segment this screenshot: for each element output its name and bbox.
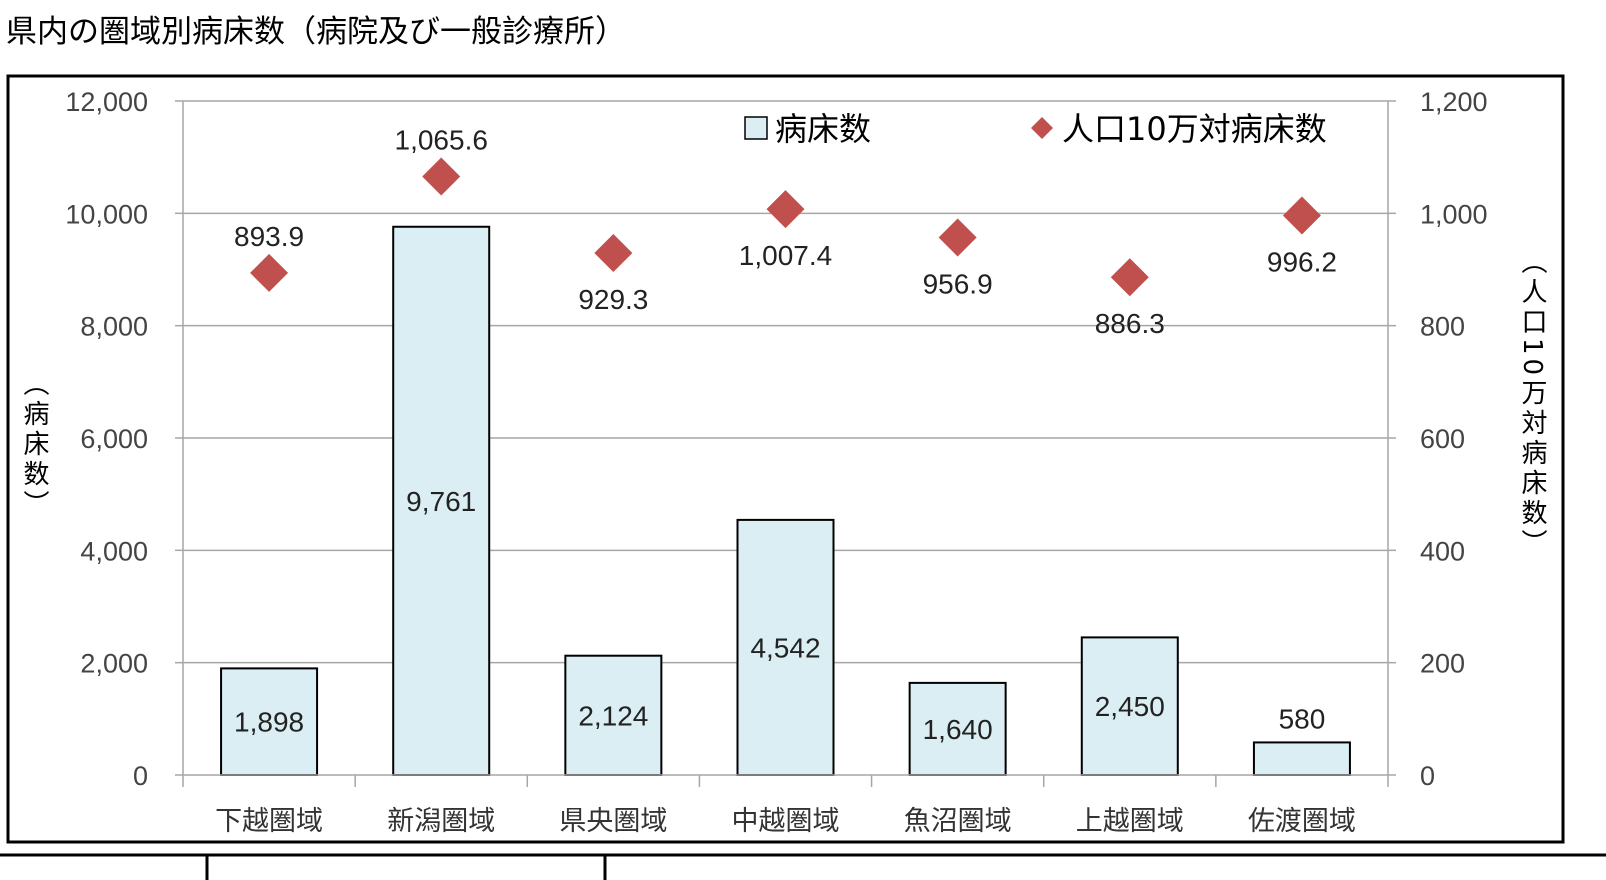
scatter-value-label: 1,007.4 — [739, 240, 832, 271]
chart-title: 県内の圏域別病床数（病院及び一般診療所） — [6, 14, 626, 50]
x-category-label: 新潟圏域 — [387, 806, 495, 837]
x-category-label: 県央圏域 — [559, 806, 667, 837]
y2-tick-label: 1,200 — [1420, 87, 1488, 117]
scatter-diamond-point — [1282, 196, 1321, 235]
scatter-diamond-point — [250, 253, 289, 292]
y2-tick-label: 800 — [1420, 312, 1465, 342]
y2-tick-label: 200 — [1420, 649, 1465, 679]
scatter-diamond-point — [766, 190, 805, 229]
y-tick-label: 6,000 — [80, 424, 148, 454]
y2-tick-label: 1,000 — [1420, 199, 1488, 229]
scatter-diamond-point — [1110, 258, 1149, 297]
scatter-diamond-point — [938, 218, 977, 257]
legend-diamond-icon — [1031, 117, 1053, 139]
legend-bar-swatch — [744, 116, 768, 140]
bar — [1080, 636, 1179, 776]
x-category-label: 魚沼圏域 — [904, 806, 1012, 837]
y-tick-label: 0 — [133, 761, 148, 791]
bar-value-label: 4,542 — [750, 632, 820, 663]
legend-bar-label: 病床数 — [775, 110, 871, 148]
scatter-value-label: 929.3 — [578, 284, 648, 315]
y-tick-label: 8,000 — [80, 312, 148, 342]
y-axis-title: （病床数） — [19, 370, 49, 520]
bar — [1252, 741, 1351, 777]
scatter-value-label: 956.9 — [923, 269, 993, 300]
x-category-label: 下越圏域 — [215, 806, 323, 837]
scatter-diamond-point — [594, 234, 633, 273]
y-tick-label: 12,000 — [65, 87, 148, 117]
legend-scatter-label: 人口10万対病床数 — [1062, 110, 1327, 148]
bar-value-label: 2,450 — [1095, 691, 1165, 722]
bar-value-label: 2,124 — [578, 700, 648, 731]
y-tick-label: 2,000 — [80, 649, 148, 679]
scatter-value-label: 886.3 — [1095, 308, 1165, 339]
bar-value-label: 580 — [1279, 703, 1326, 734]
scatter-value-label: 1,065.6 — [395, 124, 488, 155]
bar-value-label: 1,640 — [923, 714, 993, 745]
scatter-diamond-point — [422, 157, 461, 196]
bar-value-label: 9,761 — [406, 486, 476, 517]
y2-tick-label: 0 — [1420, 761, 1435, 791]
legend: 病床数 人口10万対病床数 — [744, 110, 1327, 148]
y2-tick-label: 600 — [1420, 424, 1465, 454]
bar — [392, 225, 491, 777]
bar — [564, 654, 663, 777]
y2-axis-title: （人口10万対病床数） — [1517, 248, 1547, 559]
bar — [220, 667, 319, 777]
y-tick-label: 10,000 — [65, 199, 148, 229]
scatter-value-label: 996.2 — [1267, 246, 1337, 277]
bar-value-label: 1,898 — [234, 707, 304, 738]
x-category-label: 中越圏域 — [732, 806, 840, 837]
scatter-value-label: 893.9 — [234, 221, 304, 252]
y-tick-label: 4,000 — [80, 536, 148, 566]
y2-tick-label: 400 — [1420, 536, 1465, 566]
x-category-label: 佐渡圏域 — [1248, 806, 1356, 837]
x-category-label: 上越圏域 — [1076, 806, 1184, 837]
